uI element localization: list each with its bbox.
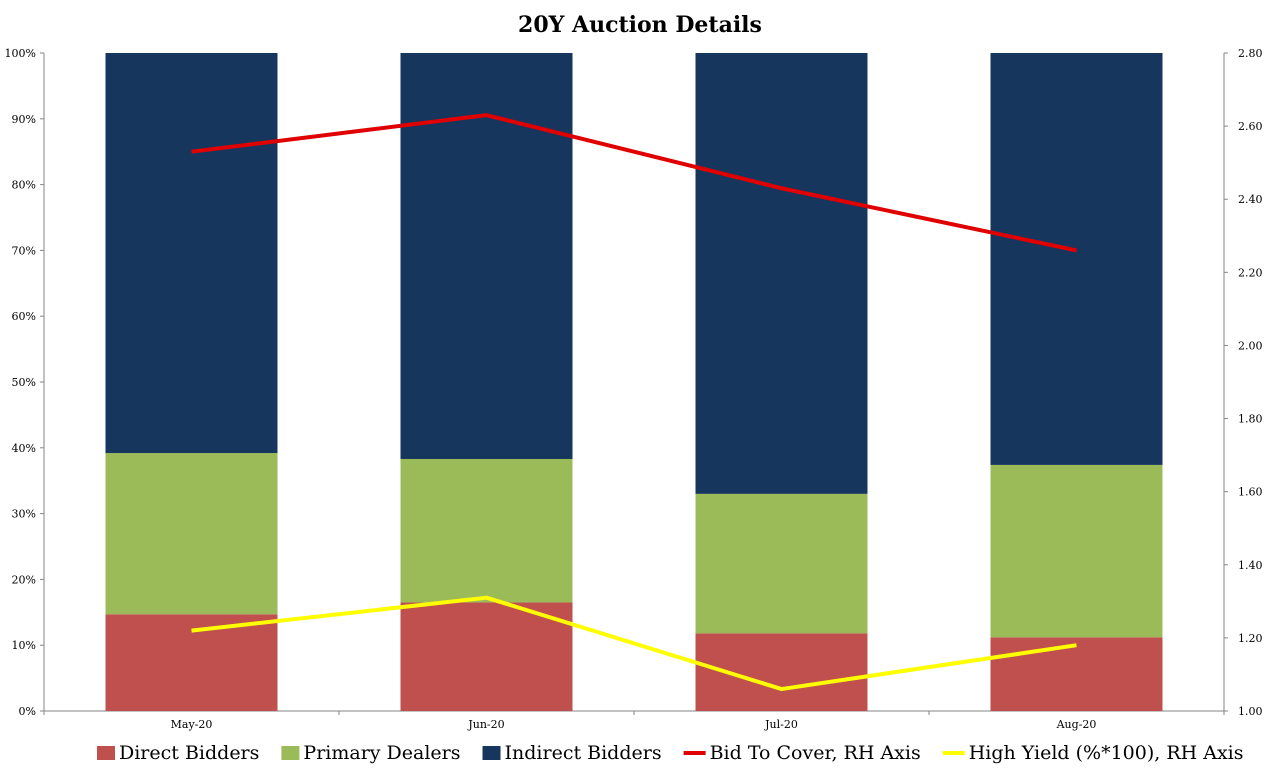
legend-swatch <box>97 746 115 760</box>
y2-tick-label: 2.00 <box>1238 339 1263 352</box>
legend-label: Direct Bidders <box>119 742 259 764</box>
bar-primary-dealers <box>990 464 1163 638</box>
y2-tick-label: 2.60 <box>1238 120 1263 133</box>
y-tick-label: 30% <box>12 508 36 521</box>
y-tick-label: 100% <box>5 47 36 60</box>
lines <box>191 113 1077 692</box>
x-tick-label: Aug-20 <box>1056 718 1097 731</box>
legend-label: Primary Dealers <box>303 742 460 764</box>
bar-indirect-bidders <box>105 53 278 454</box>
y-tick-label: 20% <box>12 573 36 586</box>
chart-title: 20Y Auction Details <box>518 12 762 38</box>
y2-tick-label: 2.80 <box>1238 47 1263 60</box>
legend-swatch <box>281 746 300 760</box>
y2-tick-label: 2.20 <box>1238 266 1263 279</box>
bars <box>105 53 1163 711</box>
bar-primary-dealers <box>400 458 573 603</box>
line-bid-to-cover-rh-axis <box>191 113 1077 253</box>
line-high-yield-100-rh-axis <box>191 595 1077 692</box>
y-tick-label: 80% <box>12 179 36 192</box>
y-tick-label: 50% <box>12 376 36 389</box>
y2-tick-label: 1.60 <box>1238 486 1263 499</box>
y-tick-label: 40% <box>12 442 36 455</box>
y-tick-label: 70% <box>12 244 36 257</box>
bar-indirect-bidders <box>695 53 868 494</box>
bar-direct-bidders <box>990 637 1163 711</box>
y-tick-label: 0% <box>19 705 36 718</box>
legend-label: High Yield (%*100), RH Axis <box>969 742 1244 764</box>
bar-primary-dealers <box>695 493 868 634</box>
x-tick-label: Jul-20 <box>764 718 798 731</box>
legend-swatch <box>482 746 501 760</box>
y2-tick-label: 1.20 <box>1238 632 1263 645</box>
y-tick-label: 90% <box>12 113 36 126</box>
y-tick-label: 10% <box>12 639 36 652</box>
legend-label: Bid To Cover, RH Axis <box>710 742 921 764</box>
y-tick-label: 60% <box>12 310 36 323</box>
y2-tick-label: 1.40 <box>1238 559 1263 572</box>
bar-primary-dealers <box>105 453 278 615</box>
y2-tick-label: 2.40 <box>1238 193 1263 206</box>
x-tick-label: May-20 <box>171 718 213 731</box>
x-tick-label: Jun-20 <box>467 718 504 731</box>
legend: Direct Bidders Primary Dealers Indirect Bi… <box>97 742 1244 764</box>
legend-label: Indirect Bidders <box>505 742 662 764</box>
y2-tick-label: 1.80 <box>1238 413 1263 426</box>
bar-indirect-bidders <box>990 53 1163 465</box>
y2-tick-label: 1.00 <box>1238 705 1263 718</box>
bar-direct-bidders <box>400 602 573 711</box>
